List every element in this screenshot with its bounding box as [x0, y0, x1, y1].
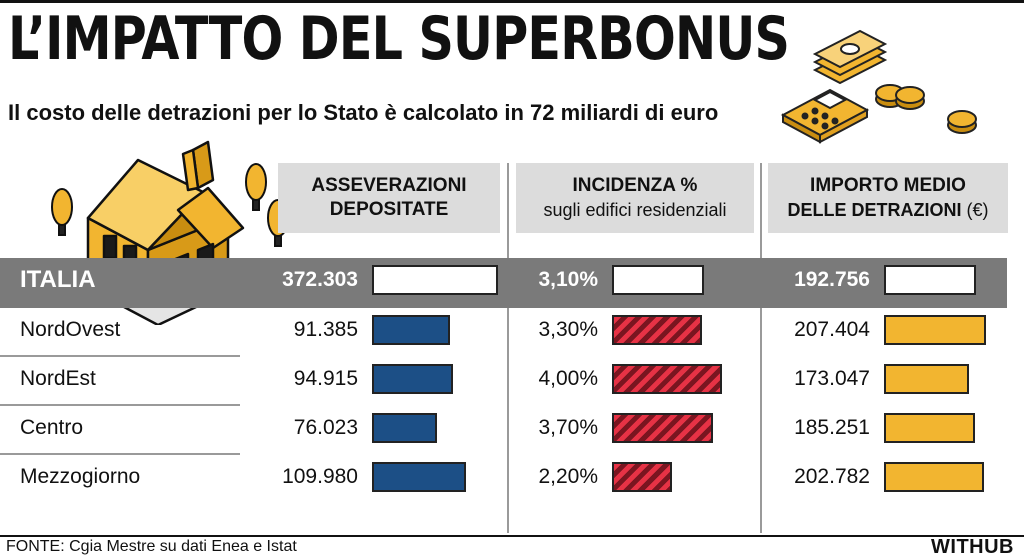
- tree-icon: [245, 163, 267, 211]
- importo-value: 207.404: [794, 318, 870, 341]
- asseverazioni-bar: [372, 413, 438, 443]
- brand-logo: WITHUB: [931, 536, 1014, 558]
- incidenza-bar: [612, 462, 673, 492]
- row-separator: [0, 404, 240, 406]
- importo-bar: [884, 462, 984, 492]
- importo-bar: [884, 315, 986, 345]
- incidenza-value: 3,30%: [538, 318, 598, 341]
- column-header-bold: DELLE DETRAZIONI: [787, 200, 962, 220]
- column-header-line: INCIDENZA %: [572, 175, 698, 196]
- column-header-unit: (€): [966, 200, 989, 220]
- column-header-line: IMPORTO MEDIO: [810, 175, 966, 196]
- italia-asseverazioni-box: [372, 265, 498, 295]
- column-header-line: sugli edifici residenziali: [543, 200, 727, 220]
- column-header-line: DEPOSITATE: [329, 199, 449, 220]
- column-header-line: ASSEVERAZIONI: [311, 175, 467, 196]
- asseverazioni-bar: [372, 364, 454, 394]
- asseverazioni-bar: [372, 462, 467, 492]
- asseverazioni-value: 76.023: [293, 416, 358, 439]
- region-label: NordEst: [20, 367, 96, 390]
- asseverazioni-value: 91.385: [293, 318, 358, 341]
- incidenza-value: 2,20%: [538, 465, 598, 488]
- incidenza-bar: [612, 364, 722, 394]
- calculator-icon: [780, 88, 870, 144]
- importo-value: 185.251: [794, 416, 870, 439]
- incidenza-value: 3,70%: [538, 416, 598, 439]
- region-label: NordOvest: [20, 318, 121, 341]
- banknotes-icon: [812, 29, 888, 85]
- tree-icon: [51, 188, 73, 236]
- italia-incidenza-value: 3,10%: [538, 268, 598, 291]
- column-header-importo: IMPORTO MEDIO DELLE DETRAZIONI (€): [768, 163, 1008, 233]
- region-label: Centro: [20, 416, 84, 439]
- italia-incidenza-box: [612, 265, 704, 295]
- asseverazioni-value: 94.915: [293, 367, 358, 390]
- italia-row: [0, 258, 1007, 308]
- column-header-line: DELLE DETRAZIONI (€): [768, 198, 1008, 222]
- importo-value: 173.047: [794, 367, 870, 390]
- italia-importo-value: 192.756: [794, 268, 870, 291]
- row-separator: [0, 453, 240, 455]
- page-subtitle: Il costo delle detrazioni per lo Stato è…: [8, 100, 719, 125]
- italia-asseverazioni-value: 372.303: [282, 268, 358, 291]
- column-divider: [760, 163, 762, 533]
- italia-label: ITALIA: [20, 266, 96, 293]
- importo-bar: [884, 364, 970, 394]
- top-rule: [0, 0, 1024, 3]
- importo-value: 202.782: [794, 465, 870, 488]
- source-note: FONTE: Cgia Mestre su dati Enea e Istat: [6, 538, 297, 555]
- incidenza-value: 4,00%: [538, 367, 598, 390]
- column-header-asseverazioni: ASSEVERAZIONI DEPOSITATE: [278, 163, 500, 233]
- region-label: Mezzogiorno: [20, 465, 141, 488]
- asseverazioni-bar: [372, 315, 451, 345]
- italia-importo-box: [884, 265, 976, 295]
- incidenza-bar: [612, 413, 714, 443]
- coins-icon: [875, 84, 977, 134]
- bottom-rule: [0, 535, 1024, 537]
- column-header-incidenza: INCIDENZA % sugli edifici residenziali: [516, 163, 754, 233]
- importo-bar: [884, 413, 976, 443]
- row-separator: [0, 355, 240, 357]
- column-divider: [507, 163, 509, 533]
- incidenza-bar: [612, 315, 703, 345]
- asseverazioni-value: 109.980: [282, 465, 358, 488]
- page-title: L’IMPATTO DEL SUPERBONUS: [8, 4, 790, 74]
